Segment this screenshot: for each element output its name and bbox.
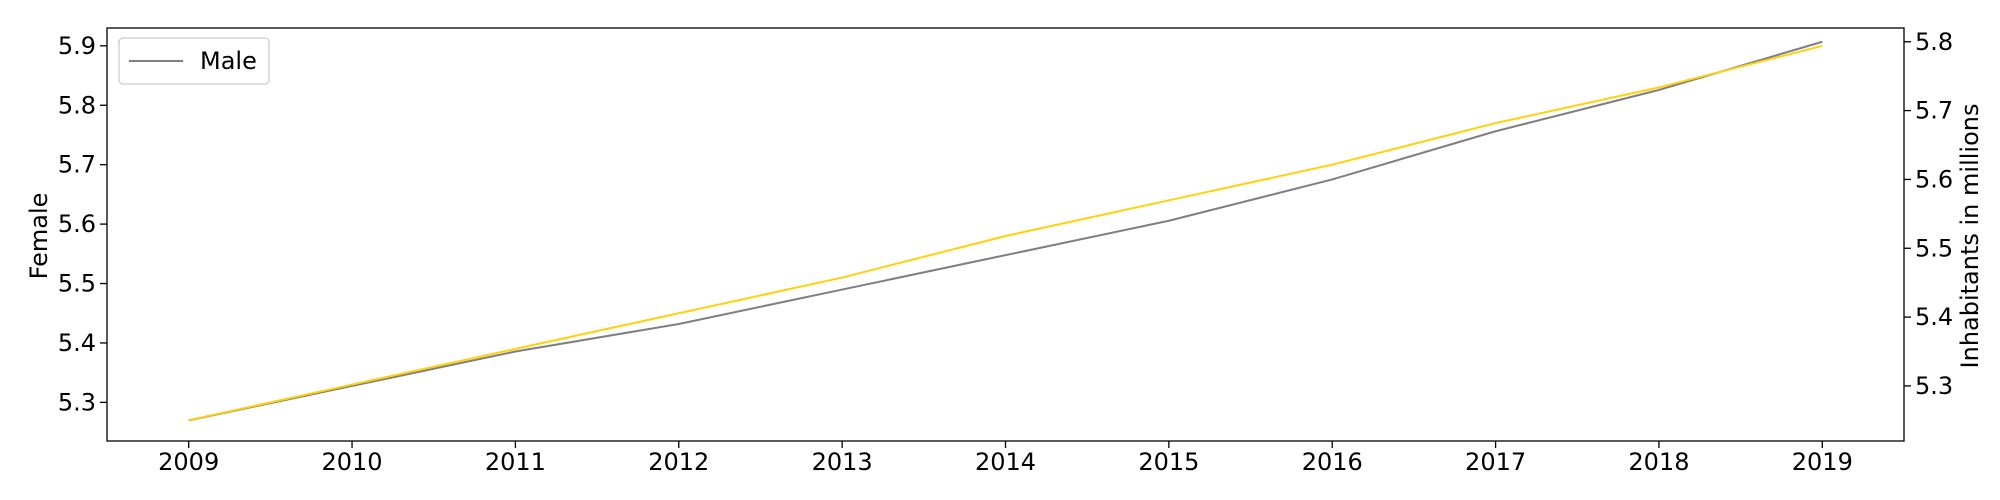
y-right-tick-label: 5.6: [1915, 165, 1953, 193]
y-right-tick-label: 5.5: [1915, 234, 1953, 262]
x-tick-label: 2013: [812, 448, 873, 476]
x-tick-label: 2018: [1628, 448, 1689, 476]
y-left-tick-label: 5.3: [58, 388, 96, 416]
x-tick-label: 2010: [322, 448, 383, 476]
y-left-tick-label: 5.5: [58, 270, 96, 298]
legend-box: [118, 37, 270, 85]
x-tick-label: 2017: [1465, 448, 1526, 476]
x-tick-label: 2009: [158, 448, 219, 476]
y-axis-left-label: Female: [25, 193, 53, 280]
x-tick-label: 2019: [1792, 448, 1853, 476]
x-tick-label: 2012: [648, 448, 709, 476]
x-tick-label: 2011: [485, 448, 546, 476]
y-axis-right: 5.3 5.4 5.5 5.6 5.7 5.8: [1904, 28, 1953, 400]
legend-label-male: Male: [200, 47, 257, 75]
secondary-series-line: [188, 44, 1823, 422]
legend: Male: [118, 37, 270, 85]
x-axis: 2009 2010 2011 2012 2013 2014 2015 2016 2017 2018…: [158, 441, 1853, 476]
y-left-tick-label: 5.9: [58, 32, 96, 60]
y-axis-left: 5.3 5.4 5.5 5.6 5.7 5.8 5.9: [58, 32, 107, 416]
y-left-tick-label: 5.4: [58, 329, 96, 357]
y-right-tick-label: 5.8: [1915, 28, 1953, 56]
y-left-tick-label: 5.7: [58, 151, 96, 179]
x-tick-label: 2015: [1138, 448, 1199, 476]
y-axis-right-label: Inhabitants in millions: [1956, 104, 1984, 369]
y-right-tick-label: 5.4: [1915, 303, 1953, 331]
x-tick-label: 2016: [1302, 448, 1363, 476]
y-left-tick-label: 5.8: [58, 91, 96, 119]
x-tick-label: 2014: [975, 448, 1036, 476]
y-right-tick-label: 5.3: [1915, 372, 1953, 400]
series-lines: [188, 40, 1823, 422]
y-right-tick-label: 5.7: [1915, 97, 1953, 125]
y-left-tick-label: 5.6: [58, 210, 96, 238]
male-series-line: [188, 40, 1823, 422]
